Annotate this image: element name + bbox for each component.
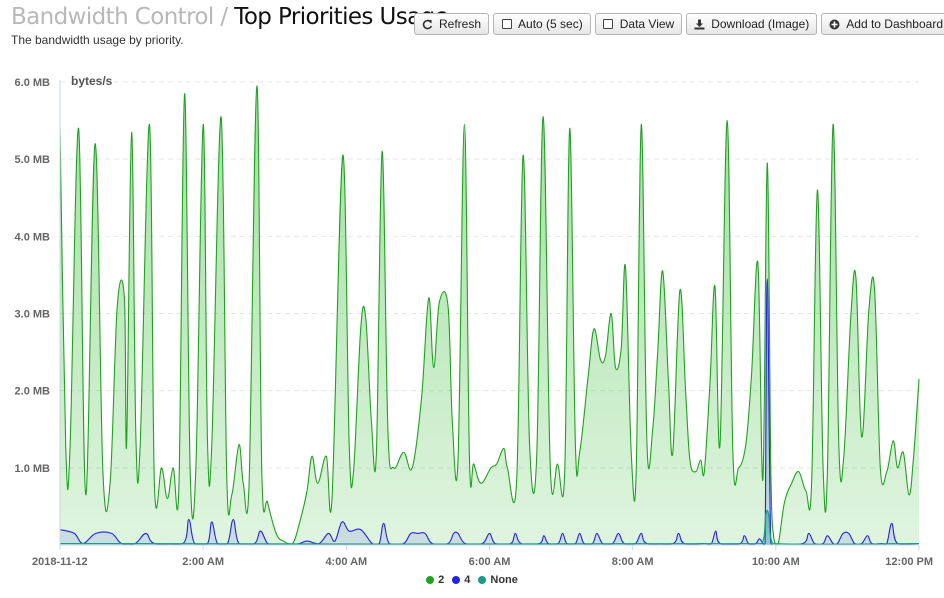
y-tick-label: 1.0 MB (15, 463, 51, 475)
data-view-button[interactable]: Data View (594, 13, 683, 35)
download-icon (694, 19, 705, 30)
y-axis-unit-label: bytes/s (71, 74, 113, 88)
y-tick-label: 2.0 MB (15, 386, 51, 398)
x-tick-label: 2:00 AM (182, 556, 224, 568)
y-tick-label: 3.0 MB (15, 309, 51, 321)
refresh-label: Refresh (439, 17, 482, 31)
checkbox-icon (603, 19, 614, 30)
y-tick-label: 4.0 MB (15, 231, 51, 243)
data-view-label: Data View (619, 17, 675, 31)
legend-item-2[interactable]: 2 (426, 574, 444, 586)
series-line-2[interactable] (59, 85, 920, 546)
page-subtitle: The bandwidth usage by priority. (11, 33, 184, 47)
breadcrumb-separator: / (220, 4, 228, 30)
x-tick-label: 2018-11-12 (32, 556, 88, 568)
add-to-dashboard-button[interactable]: Add to Dashboard (821, 13, 944, 35)
toolbar: Refresh Auto (5 sec) Data View Download … (414, 13, 944, 35)
legend-item-4[interactable]: 4 (452, 574, 470, 586)
report-header: Bandwidth Control / Top Priorities Usage… (0, 0, 944, 60)
x-tick-label: 4:00 AM (325, 556, 367, 568)
page-title: Bandwidth Control / Top Priorities Usage (11, 3, 449, 31)
refresh-button[interactable]: Refresh (414, 13, 490, 35)
x-tick-label: 8:00 AM (612, 556, 654, 568)
checkbox-icon (501, 19, 512, 30)
plus-circle-icon (829, 19, 840, 30)
add-to-dashboard-label: Add to Dashboard (846, 17, 943, 31)
series-area-2 (60, 85, 919, 545)
x-tick-label: 12:00 PM (885, 556, 933, 568)
legend-label: 4 (464, 574, 471, 586)
auto-refresh-button[interactable]: Auto (5 sec) (493, 13, 591, 35)
series-line-none[interactable] (59, 509, 920, 545)
legend-swatch (426, 576, 435, 584)
auto-refresh-label: Auto (5 sec) (518, 17, 583, 31)
legend-swatch (478, 576, 487, 584)
refresh-icon (422, 19, 433, 30)
legend-item-none[interactable]: None (478, 574, 518, 586)
series-layer (59, 85, 920, 546)
legend-swatch (452, 576, 461, 584)
legend-label: 2 (438, 574, 445, 586)
chart-legend: 2 4 None (0, 574, 944, 587)
breadcrumb-bandwidth-control[interactable]: Bandwidth Control (11, 4, 214, 30)
breadcrumb-current: Top Priorities Usage (234, 4, 449, 30)
grid-lines (60, 81, 919, 469)
y-tick-label: 6.0 MB (15, 77, 51, 89)
y-tick-label: 5.0 MB (15, 154, 51, 166)
x-tick-label: 6:00 AM (469, 556, 511, 568)
download-image-button[interactable]: Download (Image) (686, 13, 818, 35)
legend-label: None (490, 574, 518, 586)
download-label: Download (Image) (711, 17, 810, 31)
x-tick-label: 10:00 AM (752, 556, 800, 568)
